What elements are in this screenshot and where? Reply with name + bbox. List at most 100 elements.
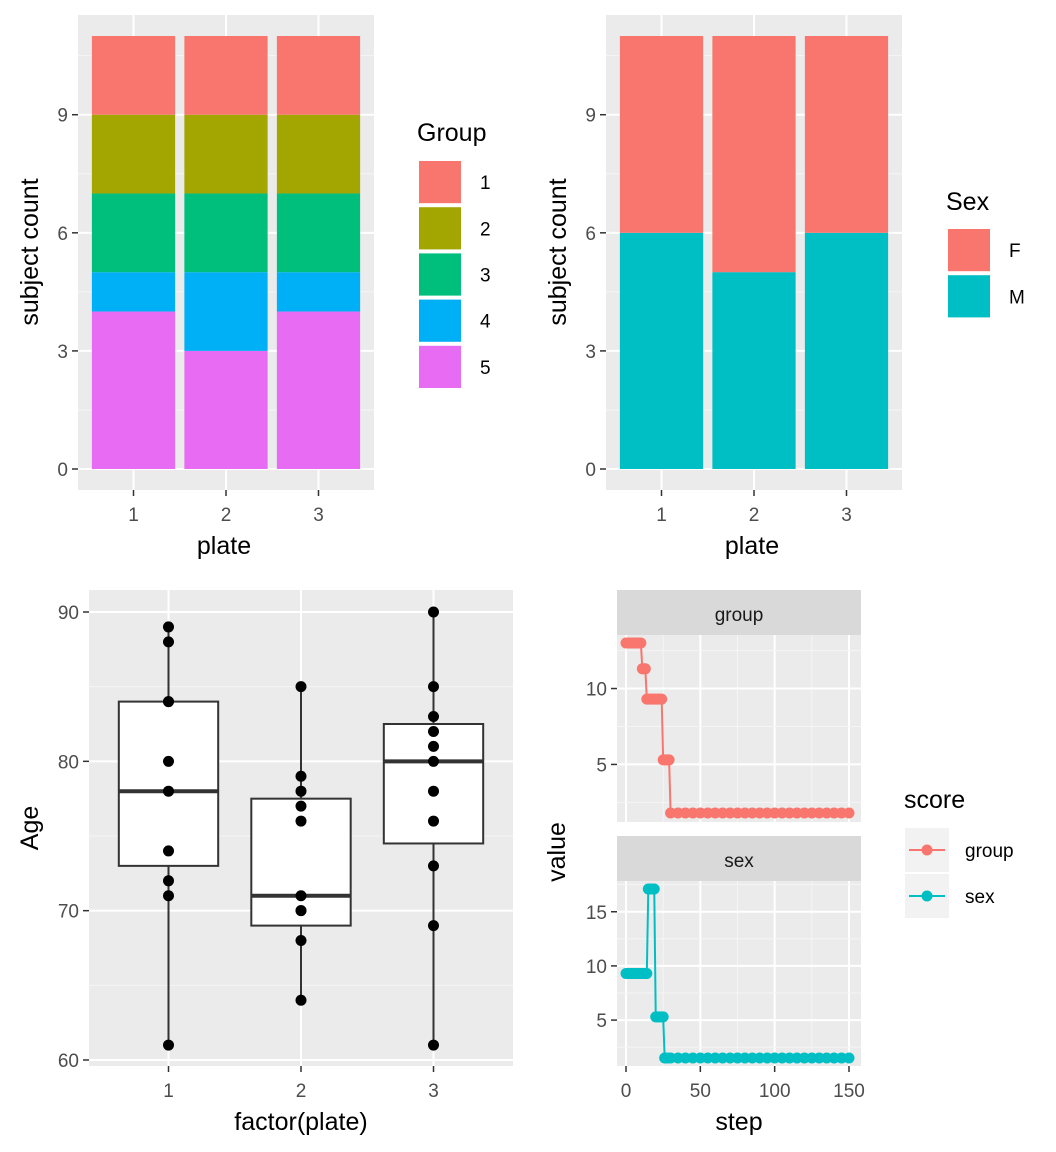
- data-point: [163, 845, 174, 857]
- strip-label-sex: sex: [724, 851, 754, 872]
- bar-segment: [184, 36, 268, 115]
- legend: FM: [946, 227, 1025, 320]
- bar-segment: [276, 272, 361, 312]
- data-point: [163, 696, 174, 708]
- series-point-group: [663, 754, 675, 766]
- series-point-sex: [843, 1052, 855, 1064]
- y-tick-label: 80: [58, 752, 79, 773]
- y-tick-label: 9: [585, 106, 596, 127]
- bar-segment: [184, 193, 268, 273]
- y-axis-title: value: [543, 822, 571, 882]
- x-tick-label: 100: [759, 1081, 791, 1102]
- series-point-sex: [657, 1011, 669, 1023]
- bar-segment: [91, 36, 176, 115]
- bar-segment: [712, 272, 796, 469]
- data-point: [428, 681, 439, 693]
- data-point: [295, 994, 307, 1006]
- legend-label: sex: [965, 887, 995, 908]
- legend-label: 2: [480, 219, 491, 240]
- data-point: [163, 785, 174, 797]
- legend-key: [417, 343, 463, 390]
- y-tick-labels: 5 10 5 10 15: [586, 680, 607, 1033]
- bar-segment: [91, 272, 176, 312]
- y-tick-label: 10: [586, 957, 607, 978]
- bar-segment: [276, 193, 361, 273]
- x-tick-label: 1: [656, 505, 667, 526]
- y-tick-label: 6: [585, 224, 596, 245]
- x-axis-title: step: [715, 1108, 762, 1136]
- y-axis-title: subject count: [544, 178, 572, 325]
- x-tick-labels: 1 2 3: [656, 505, 852, 526]
- bar-segment: [91, 311, 176, 469]
- legend-key: [417, 205, 463, 252]
- y-tick-label: 70: [58, 902, 79, 923]
- x-tick-label: 2: [221, 505, 232, 526]
- strip-background-group: [617, 590, 861, 635]
- legend-title: Sex: [946, 188, 990, 216]
- box: [117, 700, 220, 867]
- x-tick-label: 1: [128, 505, 139, 526]
- data-point: [428, 860, 439, 872]
- bar-segment: [619, 36, 704, 233]
- bars: [91, 36, 361, 469]
- y-axis-title: Age: [16, 806, 44, 850]
- data-point: [428, 711, 439, 723]
- x-tick-label: 0: [621, 1081, 632, 1102]
- x-tick-label: 3: [313, 505, 324, 526]
- bar-segment: [91, 114, 176, 194]
- legend-label: M: [1009, 287, 1025, 308]
- x-tick-label: 150: [833, 1081, 865, 1102]
- y-tick-label: 15: [586, 903, 607, 924]
- strip-label-group: group: [715, 605, 764, 626]
- data-point: [295, 681, 307, 693]
- x-tick-labels: 1 2 3: [163, 1081, 439, 1102]
- bar-segment: [712, 36, 796, 273]
- data-point: [163, 636, 174, 648]
- y-tick-label: 9: [57, 106, 68, 127]
- series-point-group: [639, 663, 651, 675]
- legend-label: 4: [480, 312, 491, 333]
- data-point: [428, 606, 439, 618]
- x-tick-labels: 0 50 100 150: [621, 1081, 865, 1102]
- legend-title: score: [904, 786, 965, 814]
- legend-label: 3: [480, 266, 491, 287]
- x-tick-label: 50: [690, 1081, 711, 1102]
- bar-segment: [184, 272, 268, 351]
- bar-segment: [184, 114, 268, 194]
- x-tick-labels: 1 2 3: [128, 505, 324, 526]
- data-point: [295, 785, 307, 797]
- data-point: [163, 621, 174, 633]
- series-point-sex: [641, 968, 653, 979]
- x-tick-label: 2: [296, 1081, 307, 1102]
- y-tick-labels: 60 70 80 90: [58, 603, 79, 1072]
- data-point: [428, 815, 439, 827]
- legend-key: [417, 297, 463, 344]
- x-axis-title: plate: [725, 532, 779, 560]
- bar-segment: [276, 114, 361, 194]
- bar-segment: [804, 36, 889, 233]
- x-axis-title: factor(plate): [234, 1108, 367, 1136]
- x-tick-label: 2: [749, 505, 760, 526]
- legend-key-point: [921, 844, 933, 856]
- y-tick-labels: 0 3 6 9: [57, 106, 68, 481]
- y-tick-label: 90: [58, 603, 79, 624]
- y-tick-label: 5: [596, 755, 607, 776]
- data-point: [295, 905, 307, 917]
- legend-title: Group: [417, 119, 486, 147]
- legend: 1 2 3 4 5: [417, 159, 491, 390]
- y-tick-label: 10: [586, 680, 607, 701]
- y-tick-label: 0: [585, 460, 596, 481]
- legend-label: F: [1009, 241, 1021, 262]
- legend: group sex: [905, 828, 1014, 918]
- data-point: [428, 740, 439, 752]
- y-tick-label: 5: [596, 1011, 607, 1032]
- data-point: [163, 875, 174, 887]
- legend-key: [417, 251, 463, 298]
- bar-segment: [619, 232, 704, 469]
- legend-key: [946, 273, 992, 320]
- plot-background-group: [617, 635, 861, 822]
- bars: [619, 36, 889, 469]
- data-point: [295, 935, 307, 947]
